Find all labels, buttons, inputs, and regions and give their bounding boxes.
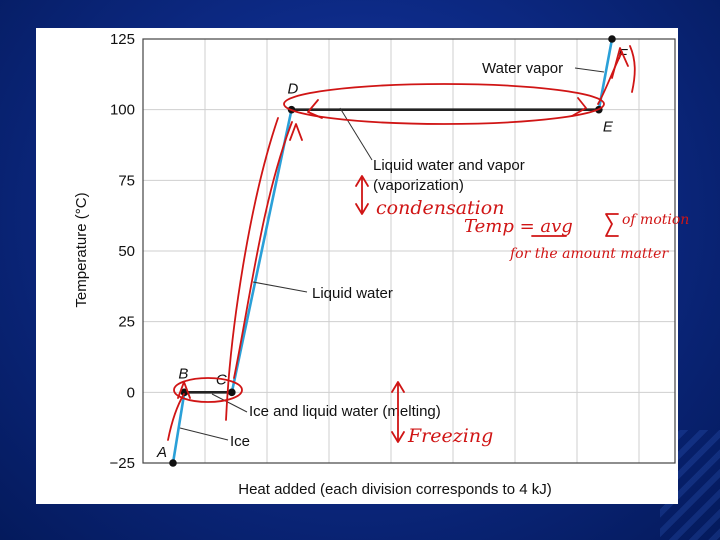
y-tick-label: 0 bbox=[127, 384, 135, 401]
segment-AB bbox=[171, 392, 186, 464]
ink-arc-top bbox=[597, 51, 623, 105]
y-tick-label: 125 bbox=[110, 31, 135, 48]
y-tick-label: 25 bbox=[118, 314, 135, 331]
point-A bbox=[169, 459, 177, 467]
ink-arrow-d bbox=[307, 99, 323, 119]
leader-liquid-water bbox=[252, 281, 308, 293]
ink-ellipse-melting bbox=[173, 377, 243, 403]
handwritten-annotations bbox=[167, 45, 636, 443]
ink-amount-matter: for the amount matter bbox=[509, 246, 669, 262]
ink-freezing: Freezing bbox=[407, 425, 493, 447]
point-C bbox=[228, 388, 236, 397]
ink-arc-cooling bbox=[225, 117, 279, 421]
point-label-C: C bbox=[216, 371, 227, 388]
point-F bbox=[608, 35, 616, 43]
y-tick-label: 50 bbox=[118, 243, 135, 260]
y-tick-label: 75 bbox=[118, 172, 135, 189]
leader-vaporization bbox=[339, 107, 373, 161]
leader-melting bbox=[211, 393, 248, 413]
label-liquid-vapor: Liquid water and vapor bbox=[373, 157, 525, 174]
y-axis-title: Temperature (°C) bbox=[73, 192, 90, 307]
ink-condensation: condensation bbox=[376, 197, 504, 219]
label-melting: Ice and liquid water (melting) bbox=[249, 403, 441, 420]
segment-CD bbox=[230, 109, 293, 393]
y-tick-labels: 125 100 75 50 25 0 −25 bbox=[110, 31, 135, 472]
point-label-E: E bbox=[603, 119, 614, 136]
plot-border bbox=[142, 38, 676, 464]
ink-updown-freezing bbox=[391, 381, 405, 443]
callout-leaders bbox=[179, 67, 605, 441]
ink-arc-heating bbox=[233, 121, 293, 379]
leader-water-vapor bbox=[574, 67, 605, 73]
x-axis-title: Heat added (each division corresponds to… bbox=[238, 481, 552, 498]
ink-sigma bbox=[605, 213, 619, 237]
label-vaporization: (vaporization) bbox=[373, 177, 464, 194]
leader-ice bbox=[179, 427, 229, 441]
ink-arc-top2 bbox=[629, 45, 636, 93]
curve-segments bbox=[171, 38, 614, 464]
point-label-D: D bbox=[288, 81, 299, 98]
label-liquid-water: Liquid water bbox=[312, 285, 393, 302]
ink-ellipse-vaporization bbox=[283, 83, 605, 125]
plot-frame bbox=[142, 38, 676, 464]
ink-temp-avg: Temp = avg bbox=[464, 216, 573, 237]
ink-arrow-e bbox=[571, 97, 587, 117]
ink-arrow-dot bbox=[289, 123, 303, 141]
label-ice: Ice bbox=[230, 433, 250, 450]
label-water-vapor: Water vapor bbox=[482, 60, 563, 77]
ink-arrow-up-left bbox=[177, 381, 191, 399]
ink-arc-lower-left bbox=[167, 393, 185, 441]
ink-of-motion: of motion bbox=[622, 212, 689, 228]
y-tick-label: −25 bbox=[110, 455, 135, 472]
point-label-B: B bbox=[178, 365, 188, 382]
ink-updown-condensation bbox=[355, 175, 369, 215]
y-tick-label: 100 bbox=[110, 102, 135, 119]
point-label-A: A bbox=[156, 444, 167, 461]
